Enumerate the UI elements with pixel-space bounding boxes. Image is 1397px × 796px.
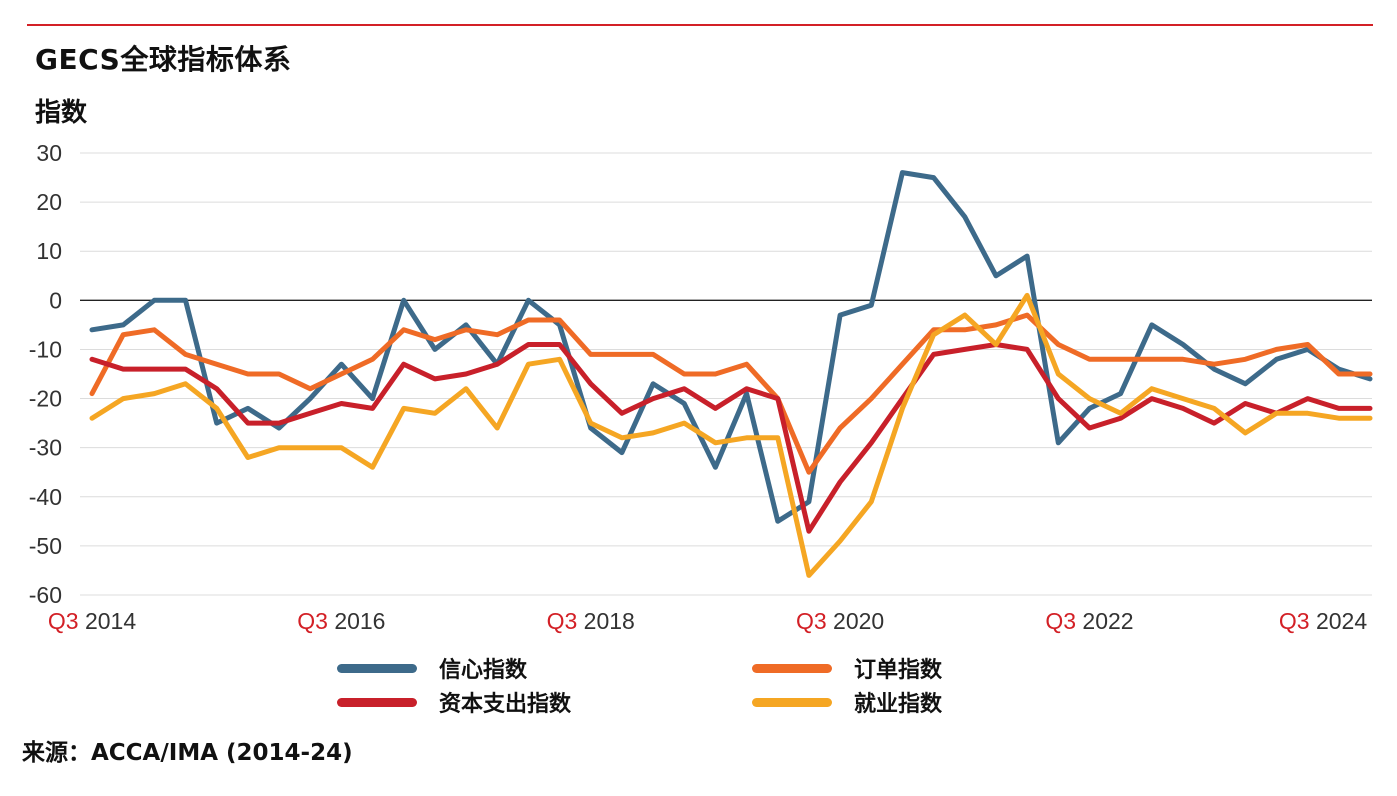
x-tick-label: Q3 2018 [547, 608, 635, 634]
y-tick-label: -50 [29, 533, 62, 559]
x-tick-label: Q3 2022 [1045, 608, 1133, 634]
x-tick-label: Q3 2024 [1279, 608, 1367, 634]
employment-index-line [89, 292, 1373, 578]
x-tick-label: Q3 2016 [297, 608, 385, 634]
y-tick-label: -20 [29, 386, 62, 412]
chart-title: GECS全球指标体系 [35, 43, 292, 76]
y-axis-label: 指数 [35, 98, 88, 128]
source-note: 来源：ACCA/IMA (2014-24) [22, 740, 353, 766]
y-tick-label: 30 [36, 140, 62, 166]
y-tick-label: 20 [36, 189, 62, 215]
y-tick-label: -40 [29, 484, 62, 510]
y-tick-label: -60 [29, 582, 62, 608]
y-tick-label: -10 [29, 336, 62, 362]
confidence-index-line [89, 170, 1373, 524]
x-tick-label: Q3 2014 [48, 608, 136, 634]
y-tick-label: -30 [29, 435, 62, 461]
top-rule [27, 24, 1373, 26]
orders-index-line [89, 312, 1373, 475]
y-tick-label: 0 [49, 287, 62, 313]
x-tick-label: Q3 2020 [796, 608, 884, 634]
y-tick-label: 10 [36, 238, 62, 264]
capex-index-line [89, 342, 1373, 534]
